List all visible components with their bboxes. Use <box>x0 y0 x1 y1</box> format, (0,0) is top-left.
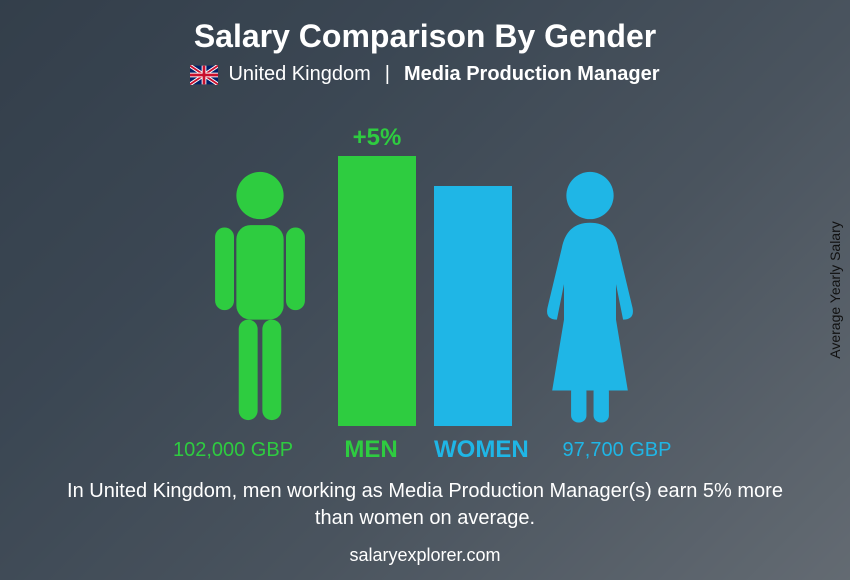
subtitle-row: United Kingdom | Media Production Manage… <box>190 63 659 86</box>
women-bar-col <box>434 106 512 426</box>
uk-flag-icon <box>190 65 218 85</box>
chart-area: +5% <box>200 106 650 426</box>
page-title: Salary Comparison By Gender <box>194 18 656 55</box>
women-value-label: 97,700 GBP <box>542 439 692 462</box>
male-person-icon <box>200 166 320 426</box>
description-text: In United Kingdom, men working as Media … <box>65 478 785 532</box>
y-axis-label: Average Yearly Salary <box>827 221 843 359</box>
subtitle-role: Media Production Manager <box>404 63 660 86</box>
women-label: WOMEN <box>434 436 524 464</box>
footer-source: salaryexplorer.com <box>0 545 850 566</box>
male-figure-col <box>200 106 320 426</box>
female-person-icon <box>530 166 650 426</box>
women-bar <box>434 186 512 426</box>
men-bar <box>338 156 416 426</box>
female-figure-col <box>530 106 650 426</box>
pct-diff-label: +5% <box>353 124 402 152</box>
men-value-label: 102,000 GBP <box>158 439 308 462</box>
men-bar-col: +5% <box>338 106 416 426</box>
subtitle-separator: | <box>385 63 390 86</box>
subtitle-country: United Kingdom <box>228 63 370 86</box>
men-label: MEN <box>326 436 416 464</box>
side-label-wrap: Average Yearly Salary <box>820 0 850 580</box>
labels-row: 102,000 GBP MEN WOMEN 97,700 GBP <box>0 436 850 464</box>
